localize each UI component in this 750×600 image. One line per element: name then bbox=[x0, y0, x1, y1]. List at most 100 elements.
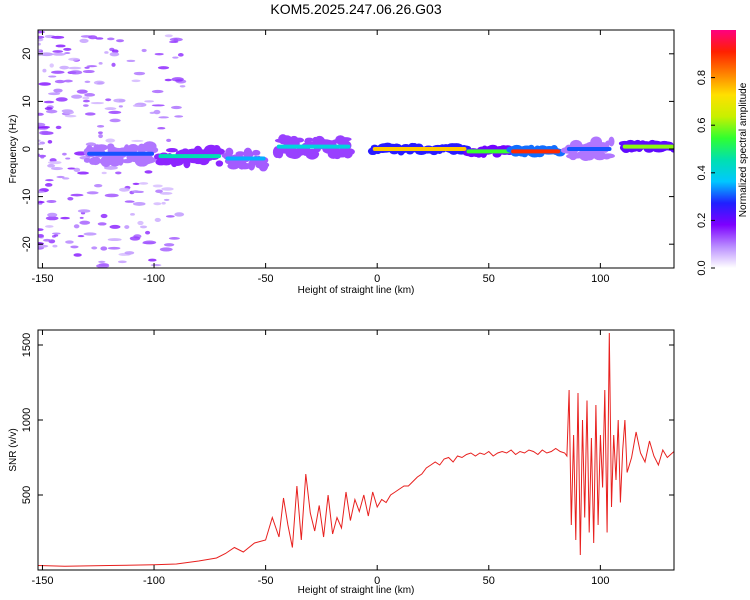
noise-speckle bbox=[132, 201, 146, 206]
noise-speckle bbox=[54, 79, 66, 84]
ridge-halo bbox=[149, 142, 157, 152]
noise-speckle bbox=[109, 118, 121, 123]
noise-speckle bbox=[116, 39, 124, 43]
noise-speckle bbox=[105, 98, 112, 102]
snr-y-tick-label: 500 bbox=[21, 486, 33, 504]
noise-speckle bbox=[48, 75, 57, 78]
noise-speckle bbox=[96, 124, 105, 128]
noise-speckle bbox=[124, 251, 135, 255]
noise-speckle bbox=[38, 201, 45, 204]
noise-speckle bbox=[131, 139, 144, 142]
noise-speckle bbox=[157, 66, 170, 70]
ridge-core bbox=[622, 144, 674, 149]
snr-y-label: SNR (v/v) bbox=[8, 428, 19, 471]
snr-x-axis: -150 -100 -50 0 50 100 bbox=[31, 330, 610, 587]
ridge-core bbox=[87, 151, 155, 156]
noise-speckle bbox=[155, 189, 163, 193]
colorbar: 0.0 0.2 0.4 0.6 0.8 Normalized spectral ampl… bbox=[696, 30, 749, 276]
noise-speckle bbox=[154, 52, 164, 56]
noise-speckle bbox=[84, 93, 96, 97]
snr-x-tick-label: -150 bbox=[31, 575, 53, 587]
noise-speckle bbox=[117, 260, 127, 264]
ridge-halo bbox=[215, 160, 224, 167]
spectrogram-ridge bbox=[83, 134, 674, 172]
noise-speckle bbox=[65, 157, 71, 160]
noise-speckle bbox=[131, 190, 140, 194]
noise-speckle bbox=[157, 127, 166, 130]
noise-speckle bbox=[104, 51, 109, 54]
noise-speckle bbox=[177, 53, 184, 57]
noise-speckle bbox=[68, 66, 82, 70]
noise-speckle bbox=[77, 235, 85, 238]
ridge-halo bbox=[261, 162, 270, 168]
noise-speckle bbox=[107, 238, 122, 242]
ridge-halo bbox=[90, 156, 101, 166]
noise-speckle bbox=[52, 232, 61, 235]
colorbar-tick-label: 0.4 bbox=[696, 165, 708, 180]
noise-speckle bbox=[45, 179, 54, 182]
noise-speckle bbox=[55, 125, 62, 130]
noise-speckle bbox=[64, 52, 71, 55]
snr-panel: -150 -100 -50 0 50 100 500 1000 1500 Height of … bbox=[8, 329, 675, 596]
noise-speckle bbox=[109, 52, 120, 57]
noise-speckle bbox=[97, 222, 107, 226]
ridge-halo bbox=[127, 144, 139, 153]
noise-speckle bbox=[45, 216, 59, 221]
noise-speckle bbox=[165, 215, 175, 218]
noise-speckle bbox=[171, 105, 182, 110]
colorbar-axis: 0.0 0.2 0.4 0.6 0.8 bbox=[696, 70, 715, 276]
noise-speckle bbox=[53, 88, 63, 93]
noise-speckle bbox=[141, 48, 147, 53]
ridge-halo bbox=[246, 152, 254, 158]
noise-speckle bbox=[105, 138, 116, 143]
noise-speckle bbox=[40, 155, 45, 159]
ridge-halo bbox=[95, 144, 108, 151]
noise-speckle bbox=[98, 62, 103, 65]
noise-speckle bbox=[73, 253, 82, 257]
snr-x-tick-label: 0 bbox=[374, 575, 380, 587]
noise-speckle bbox=[133, 71, 146, 76]
noise-speckle bbox=[153, 109, 161, 115]
ridge-halo bbox=[294, 137, 305, 143]
noise-speckle bbox=[56, 175, 65, 179]
ridge-core bbox=[511, 149, 561, 154]
noise-speckle bbox=[63, 79, 73, 83]
noise-speckle bbox=[45, 225, 54, 228]
noise-speckle bbox=[124, 200, 135, 203]
noise-speckle bbox=[168, 40, 179, 44]
noise-speckle bbox=[137, 220, 144, 226]
colorbar-label: Normalized spectral amplitude bbox=[738, 82, 749, 217]
noise-speckle bbox=[38, 112, 44, 116]
noise-speckle bbox=[73, 167, 81, 172]
noise-speckle bbox=[101, 171, 107, 175]
noise-speckle bbox=[159, 191, 173, 195]
noise-speckle bbox=[168, 237, 180, 240]
noise-speckle bbox=[38, 142, 42, 146]
spectrogram-x-tick-label: -100 bbox=[143, 273, 165, 285]
noise-speckle bbox=[59, 65, 70, 70]
noise-speckle bbox=[77, 171, 90, 175]
noise-speckle bbox=[38, 228, 44, 231]
noise-speckle bbox=[52, 52, 66, 56]
noise-speckle bbox=[43, 238, 52, 242]
noise-speckle bbox=[174, 115, 184, 118]
noise-speckle bbox=[179, 85, 186, 88]
noise-speckle bbox=[107, 246, 121, 250]
noise-speckle bbox=[63, 110, 75, 115]
noise-speckle bbox=[38, 244, 49, 248]
noise-speckle bbox=[55, 44, 66, 48]
noise-speckle bbox=[100, 246, 108, 251]
noise-speckle bbox=[49, 63, 54, 68]
noise-speckle bbox=[98, 131, 103, 135]
ridge-halo bbox=[251, 149, 261, 156]
ridge-core bbox=[225, 156, 266, 161]
noise-speckle bbox=[159, 247, 173, 252]
noise-speckle bbox=[104, 107, 117, 111]
noise-speckle bbox=[70, 193, 84, 197]
spectrogram-y-axis: -20 -10 0 10 20 bbox=[21, 48, 674, 252]
noise-speckle bbox=[119, 187, 130, 192]
noise-speckle bbox=[91, 246, 98, 250]
noise-speckle bbox=[111, 62, 116, 67]
spectrogram-y-label: Frequency (Hz) bbox=[8, 115, 19, 184]
noise-speckle bbox=[82, 96, 90, 100]
